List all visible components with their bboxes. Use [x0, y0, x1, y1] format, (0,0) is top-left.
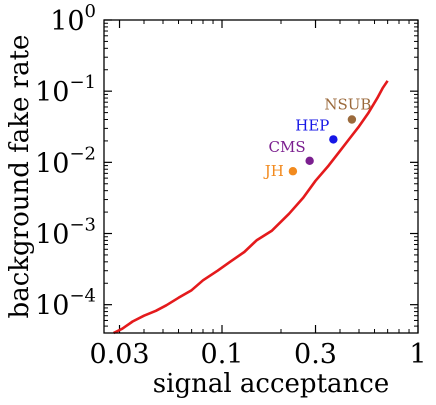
roc-curve [113, 80, 389, 335]
point-label-cms: CMS [269, 138, 306, 156]
curve-layer [113, 80, 389, 335]
y-tick-label: 10−4 [35, 286, 96, 322]
y-tick-base: 10 [35, 148, 69, 179]
y-tick-base: 10 [35, 77, 69, 108]
y-tick-label: 100 [50, 1, 96, 37]
point-hep [329, 135, 338, 144]
point-label-nsub: NSUB [324, 95, 371, 113]
y-tick-base: 10 [35, 220, 69, 251]
points-layer [288, 115, 357, 176]
point-cms [305, 156, 314, 166]
y-tick-base: 10 [35, 291, 69, 322]
plot-frame [103, 19, 419, 334]
point-jh [288, 167, 298, 176]
x-tick-label: 1 [409, 339, 426, 370]
y-tick-exponent: 0 [85, 1, 96, 22]
y-tick-exponent: −3 [69, 215, 96, 236]
y-tick-label: 10−1 [35, 72, 96, 108]
x-axis-label: signal acceptance [153, 369, 389, 399]
y-tick-base: 10 [50, 6, 84, 37]
y-axis-label: background fake rate [5, 35, 35, 319]
point-label-jh: JH [263, 162, 284, 180]
y-tick-exponent: −4 [69, 286, 96, 307]
y-tick-label: 10−3 [35, 215, 96, 251]
x-tick-label: 0.3 [294, 339, 337, 370]
point-label-hep: HEP [295, 116, 329, 134]
labels-layer: 0.03 0.1 0.3 110−410−310−210−1100JHCMSHEPNS… [35, 1, 427, 370]
ticks-layer [104, 19, 419, 333]
y-tick-exponent: −1 [69, 72, 96, 93]
y-tick-exponent: −2 [69, 143, 96, 164]
x-tick-label: 0.1 [201, 339, 244, 370]
y-tick-label: 10−2 [35, 143, 96, 179]
x-tick-label: 0.03 [89, 339, 149, 370]
point-nsub [347, 115, 357, 124]
